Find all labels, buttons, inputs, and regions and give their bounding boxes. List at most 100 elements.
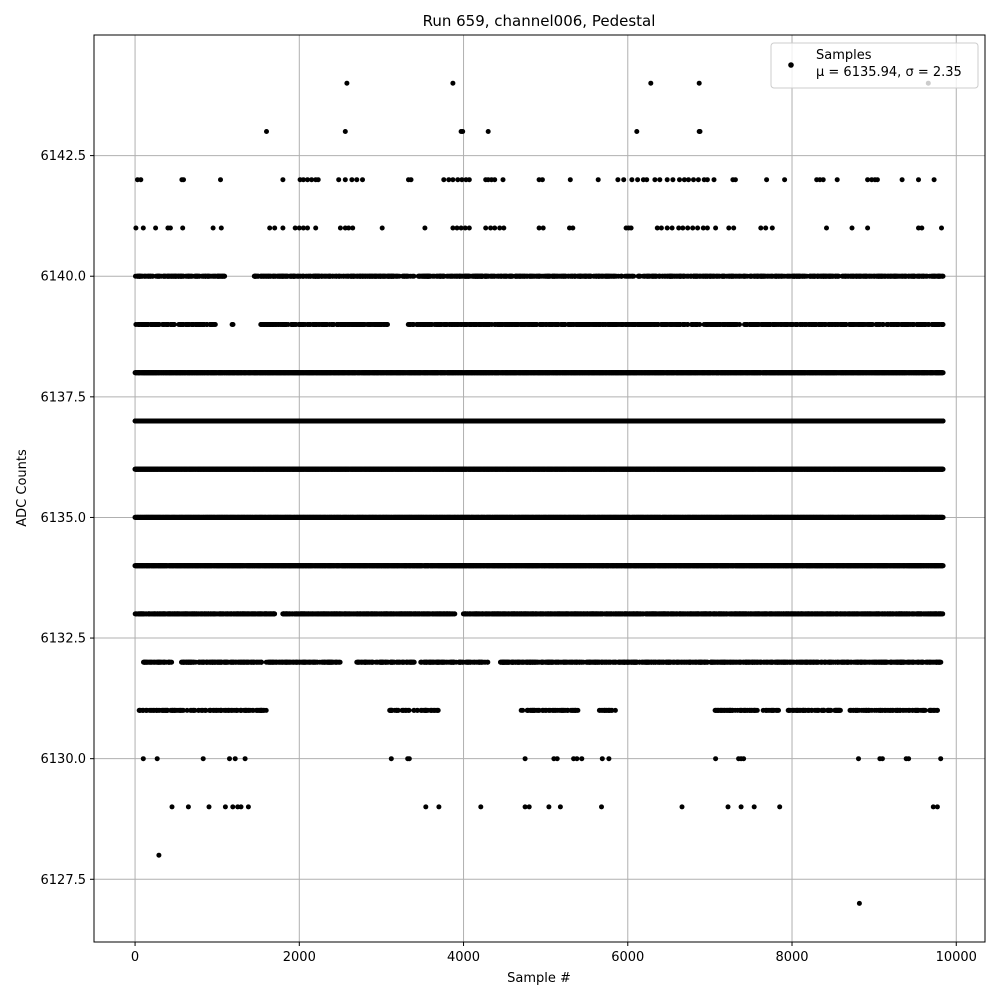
- sample-point: [654, 225, 660, 231]
- sample-point: [441, 177, 447, 183]
- sample-point: [824, 225, 829, 231]
- sample-point: [133, 225, 139, 231]
- sample-point: [731, 225, 737, 231]
- sample-point: [758, 225, 764, 231]
- sample-point: [664, 177, 670, 183]
- sample-point: [704, 225, 710, 231]
- sample-point: [492, 177, 498, 183]
- sample-point: [644, 177, 650, 183]
- sample-point: [488, 225, 494, 231]
- sample-point: [171, 322, 177, 327]
- sample-point: [280, 225, 286, 231]
- sample-point: [669, 225, 675, 231]
- sample-point: [212, 322, 218, 327]
- sample-point: [648, 80, 654, 86]
- sample-point: [210, 225, 216, 231]
- sample-point: [140, 225, 146, 231]
- sample-point: [354, 177, 360, 183]
- sample-point: [782, 177, 788, 183]
- sample-point: [455, 177, 461, 183]
- sample-point: [681, 177, 687, 183]
- sample-point: [711, 177, 717, 183]
- sample-point: [940, 322, 946, 327]
- sample-point: [138, 177, 144, 183]
- sample-point: [350, 225, 356, 231]
- sample-point: [450, 225, 456, 231]
- sample-point: [567, 177, 573, 183]
- sample-point: [230, 322, 236, 327]
- sample-point: [670, 177, 676, 183]
- sample-point: [222, 273, 228, 279]
- sample-point: [631, 273, 637, 279]
- sample-point: [540, 225, 546, 231]
- sample-point: [726, 225, 732, 231]
- sample-point: [865, 177, 871, 183]
- sample-point: [695, 225, 701, 231]
- sample-point: [454, 225, 460, 231]
- sample-point: [346, 225, 352, 231]
- sample-point: [940, 273, 946, 279]
- sample-point: [450, 80, 456, 86]
- sample-point: [385, 322, 390, 327]
- sample-point: [697, 129, 703, 134]
- sample-point: [737, 322, 742, 327]
- sample-point: [834, 177, 840, 183]
- sample-point: [300, 177, 306, 183]
- sample-point: [305, 225, 310, 231]
- sample-point: [536, 225, 542, 231]
- sample-point: [264, 129, 269, 134]
- sample-point: [658, 225, 664, 231]
- sample-point: [697, 322, 703, 327]
- sample-point: [349, 177, 355, 183]
- sample-point: [763, 225, 769, 231]
- sample-point: [764, 177, 770, 183]
- sample-point: [677, 177, 682, 183]
- sample-point: [337, 225, 343, 231]
- sample-point: [713, 225, 719, 231]
- sample-point: [460, 129, 466, 134]
- chart-title: Run 659, channel006, Pedestal: [423, 12, 656, 30]
- sample-point: [497, 225, 503, 231]
- sample-point: [539, 177, 545, 183]
- sample-point: [458, 225, 464, 231]
- sample-point: [336, 177, 342, 183]
- sample-point: [621, 177, 627, 183]
- sample-point: [379, 225, 385, 231]
- sample-point: [919, 225, 925, 231]
- sample-point: [446, 177, 452, 183]
- sample-point: [342, 129, 348, 134]
- sample-point: [635, 177, 641, 183]
- sample-point: [634, 129, 640, 134]
- sample-point: [676, 225, 682, 231]
- sample-point: [657, 177, 663, 183]
- sample-point: [629, 177, 635, 183]
- sample-points: [132, 80, 946, 906]
- sample-point: [300, 225, 306, 231]
- sample-point: [696, 80, 702, 86]
- sample-point: [686, 177, 691, 183]
- sample-point: [422, 225, 428, 231]
- sample-point: [485, 129, 491, 134]
- sample-point: [272, 225, 278, 231]
- sample-point: [570, 225, 576, 231]
- sample-point: [700, 225, 706, 231]
- sample-point: [309, 177, 315, 183]
- sample-point: [315, 177, 321, 183]
- sample-point: [628, 225, 634, 231]
- sample-point: [732, 177, 738, 183]
- sample-point: [305, 177, 310, 183]
- sample-point: [411, 273, 417, 279]
- sample-point: [450, 177, 456, 183]
- sample-point: [820, 177, 826, 183]
- sample-point: [459, 177, 465, 183]
- sample-point: [408, 177, 414, 183]
- sample-point: [899, 177, 905, 183]
- sample-point: [167, 225, 173, 231]
- sample-point: [280, 177, 286, 183]
- sample-point: [664, 225, 670, 231]
- sample-point: [595, 177, 601, 183]
- sample-point: [218, 225, 224, 231]
- sample-point: [690, 225, 696, 231]
- sample-point: [180, 225, 186, 231]
